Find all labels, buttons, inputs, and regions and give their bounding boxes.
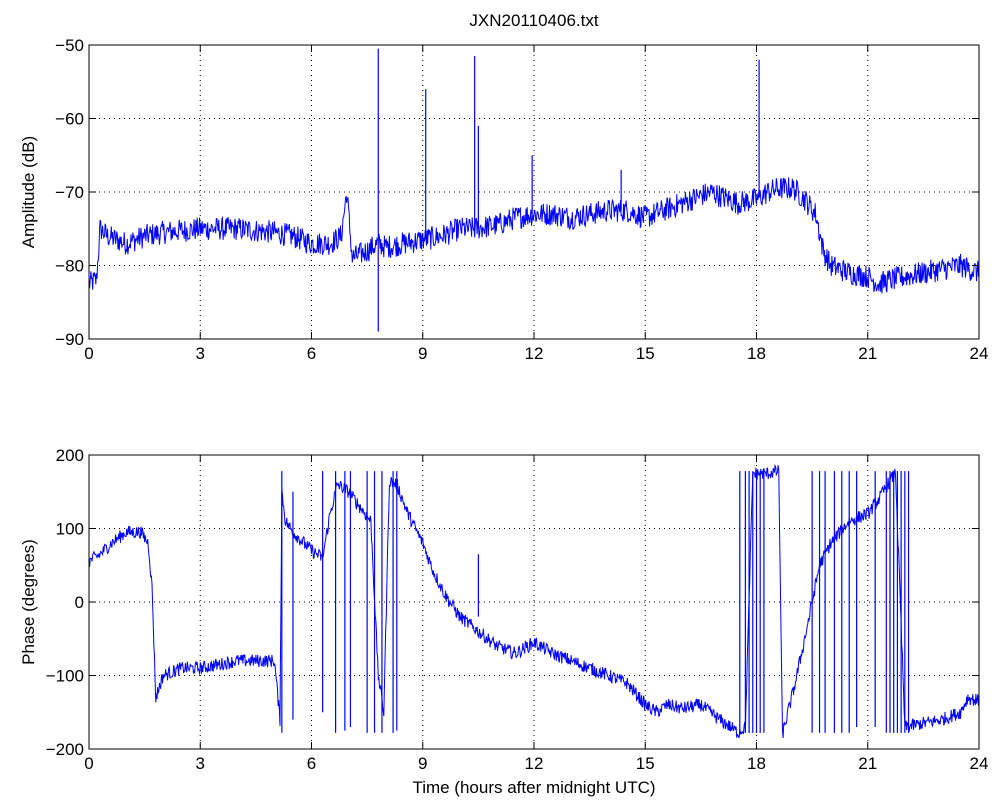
amplitude-series-line [88,177,980,294]
phase-xtick-label-6: 18 [747,754,766,773]
phase-ytick-label-2: 0 [75,593,84,612]
phase-xtick-label-0: 0 [84,754,93,773]
phase-ylabel: Phase (degrees) [19,539,38,665]
phase-xtick-label-3: 9 [418,754,427,773]
amplitude-ytick-label-1: −80 [55,257,84,276]
amplitude-xtick-label-8: 24 [970,344,989,363]
phase-ytick-label-3: 100 [56,520,84,539]
amplitude-axes: 0 3 6 9 12 15 18 21 24 −90 −80 −70 −60 −50 Amplitude (… [19,36,988,363]
phase-ytick-label-1: −100 [46,667,84,686]
phase-xtick-label-1: 3 [196,754,205,773]
phase-xtick-label-4: 12 [525,754,544,773]
phase-series-line [88,463,980,739]
phase-xtick-label-7: 21 [858,754,877,773]
amplitude-xtick-label-5: 15 [636,344,655,363]
amplitude-ylabel: Amplitude (dB) [19,136,38,248]
phase-axes: 0 3 6 9 12 15 18 21 24 −200 −100 0 100 200 Phase (degr… [19,446,988,797]
amplitude-xtick-label-0: 0 [84,344,93,363]
amplitude-ytick-label-0: −90 [55,330,84,349]
amplitude-xtick-label-4: 12 [525,344,544,363]
amplitude-xtick-label-1: 3 [196,344,205,363]
phase-xtick-label-8: 24 [970,754,989,773]
amplitude-xtick-label-2: 6 [307,344,316,363]
phase-ytick-label-0: −200 [46,740,84,759]
phase-xlabel: Time (hours after midnight UTC) [412,778,655,797]
amplitude-xtick-label-6: 18 [747,344,766,363]
amplitude-xtick-label-3: 9 [418,344,427,363]
phase-xtick-label-2: 6 [307,754,316,773]
amplitude-ytick-label-2: −70 [55,183,84,202]
amplitude-ytick-label-3: −60 [55,110,84,129]
phase-xtick-label-5: 15 [636,754,655,773]
figure-title: JXN20110406.txt [469,11,598,30]
amplitude-xtick-label-7: 21 [858,344,877,363]
phase-ytick-label-4: 200 [56,446,84,465]
amplitude-ytick-label-4: −50 [55,36,84,55]
